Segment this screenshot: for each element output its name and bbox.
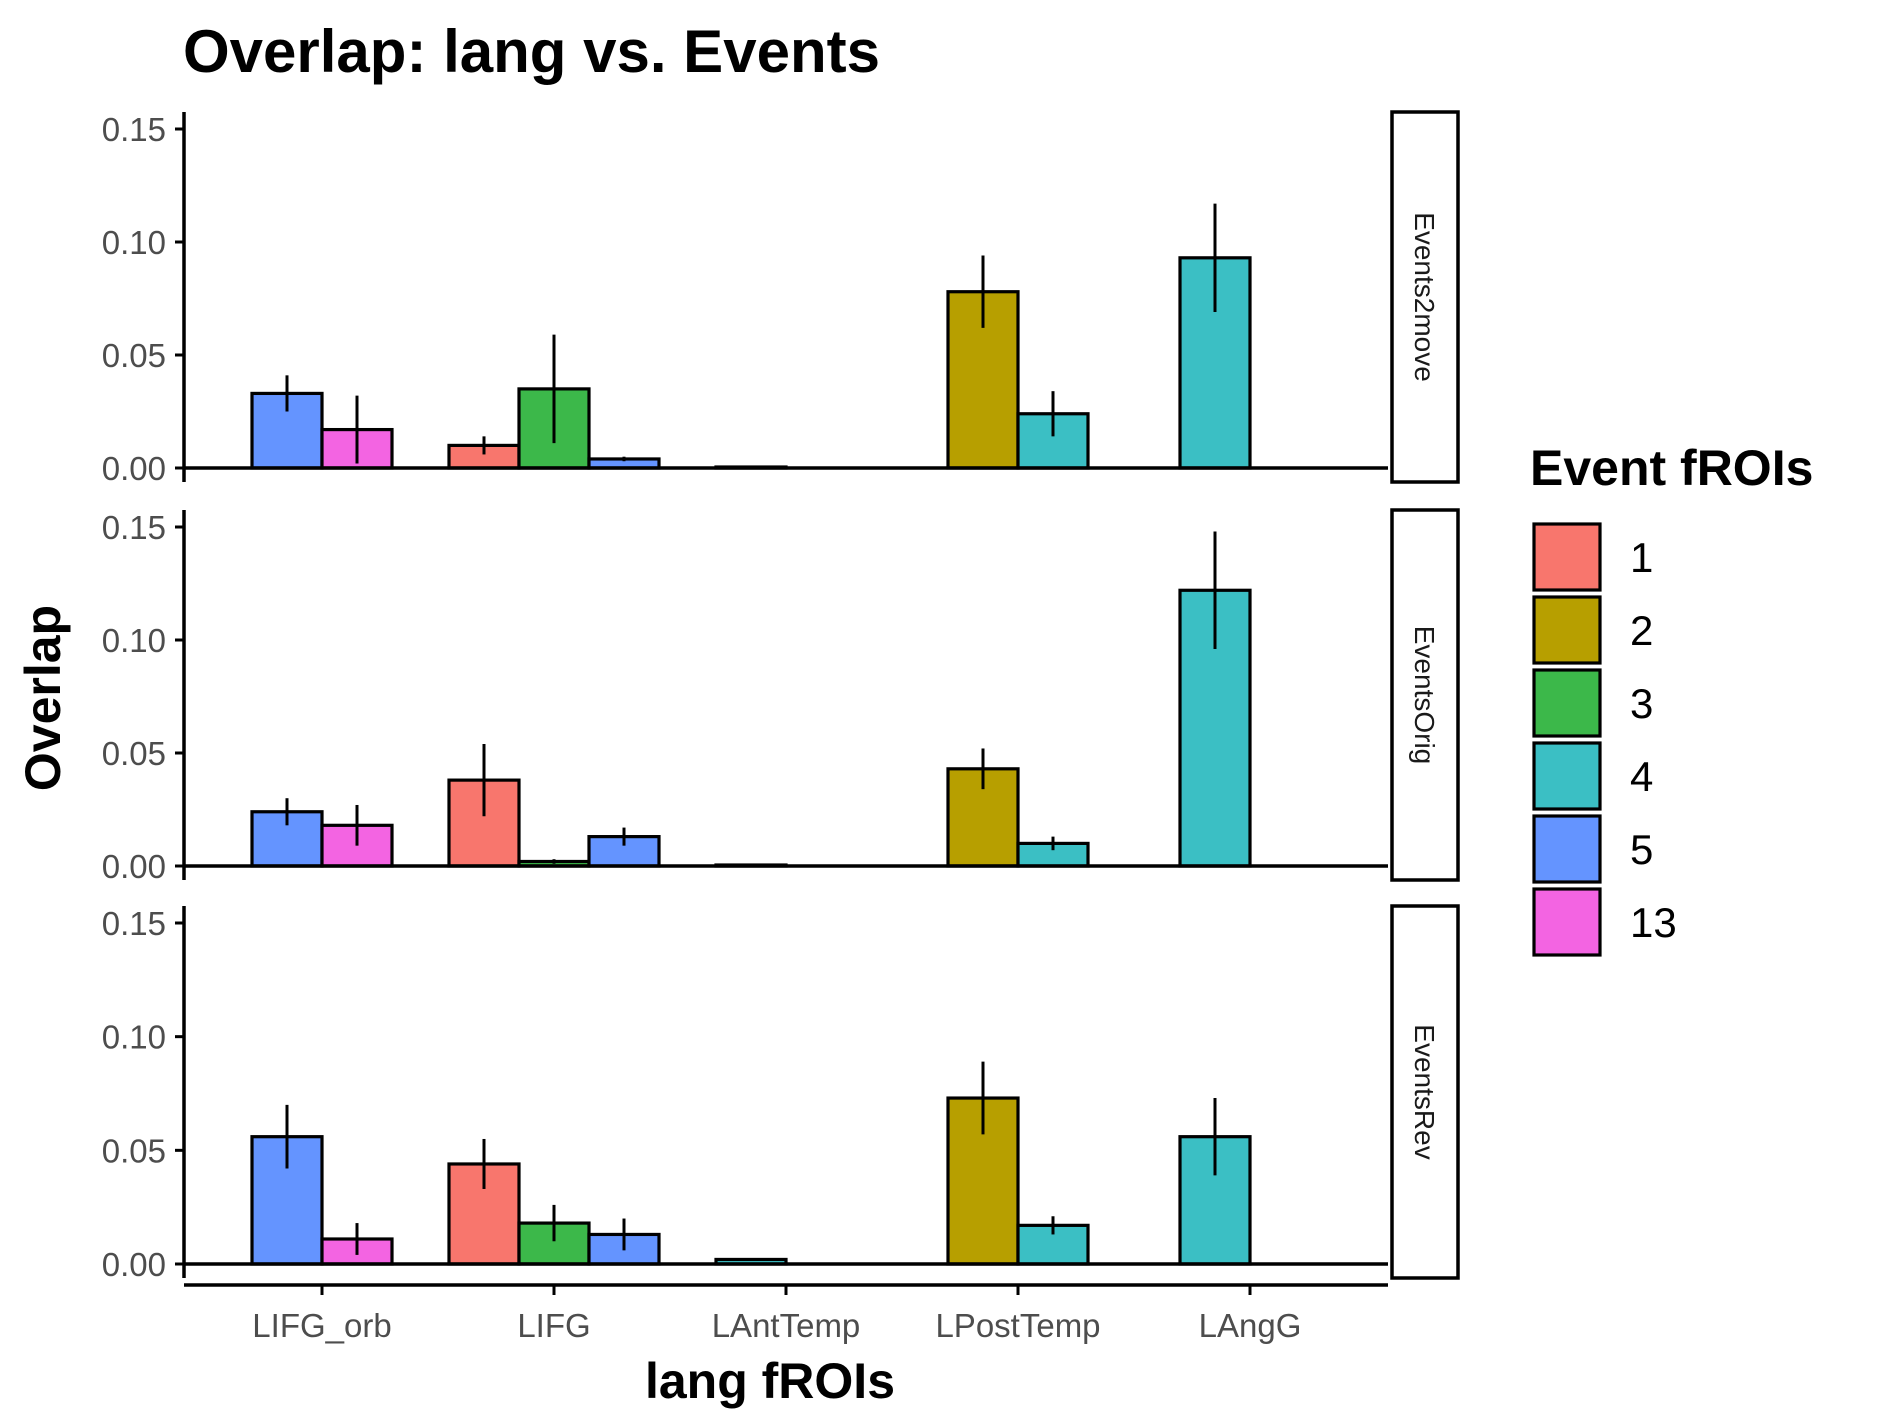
y-tick-label: 0.05: [102, 1132, 166, 1169]
x-tick-label: LIFG: [517, 1307, 590, 1344]
legend-label: 4: [1630, 753, 1653, 800]
y-tick-label: 0.00: [102, 1246, 166, 1283]
y-tick-label: 0.15: [102, 111, 166, 148]
y-tick-label: 0.10: [102, 622, 166, 659]
facet-label: EventsOrig: [1409, 626, 1440, 765]
legend-item-1: 1: [1532, 522, 1653, 592]
y-axis-title: Overlap: [15, 605, 71, 791]
legend-item-5: 5: [1532, 814, 1653, 884]
x-tick-label: LAngG: [1199, 1307, 1302, 1344]
x-axis-title: lang fROIs: [645, 1353, 895, 1409]
legend-item-4: 4: [1532, 741, 1653, 811]
x-tick-label: LPostTemp: [935, 1307, 1100, 1344]
facet-EventsOrig: 0.00 0.05 0.10 0.15 EventsOrig: [102, 508, 1460, 885]
legend-swatch: [1532, 814, 1602, 884]
facet-strip: [1390, 110, 1460, 484]
facet-panels: 0.000.050.100.15Events2move0.000.050.100…: [102, 110, 1460, 1283]
y-tick-label: 0.05: [102, 337, 166, 374]
legend-swatch: [1532, 887, 1602, 957]
legend-item-2: 2: [1532, 595, 1653, 665]
facet-Events2move: 0.00 0.05 0.10 0.15 Events2move: [102, 110, 1460, 487]
facet-label: EventsRev: [1409, 1024, 1440, 1159]
y-tick-label: 0.15: [102, 905, 166, 942]
legend-swatch: [1532, 522, 1602, 592]
legend-swatch: [1532, 595, 1602, 665]
facet-EventsRev: 0.00 0.05 0.10 0.15 EventsRev: [102, 904, 1460, 1283]
legend-label: 13: [1630, 899, 1677, 946]
x-axis-ticks: LIFG_orb LIFG LAntTemp LPostTemp LAngG: [184, 1283, 1388, 1344]
legend-swatch: [1532, 668, 1602, 738]
y-tick-label: 0.15: [102, 509, 166, 546]
legend-item-13: 13: [1532, 887, 1677, 957]
legend-label: 2: [1630, 607, 1653, 654]
y-tick-label: 0.10: [102, 1019, 166, 1056]
legend-item-3: 3: [1532, 668, 1653, 738]
legend-title: Event fROIs: [1530, 440, 1813, 496]
legend-label: 3: [1630, 680, 1653, 727]
y-tick-label: 0.05: [102, 735, 166, 772]
facet-strip: [1390, 508, 1460, 882]
bar-EventsOrig-LAngG-4: [1178, 588, 1252, 868]
y-tick-label: 0.00: [102, 450, 166, 487]
facet-label: Events2move: [1409, 212, 1440, 382]
chart-title: Overlap: lang vs. Events: [183, 18, 880, 85]
x-tick-label: LAntTemp: [712, 1307, 861, 1344]
facet-strip: [1390, 904, 1460, 1280]
legend-label: 5: [1630, 826, 1653, 873]
y-tick-label: 0.00: [102, 848, 166, 885]
legend-swatch: [1532, 741, 1602, 811]
y-tick-label: 0.10: [102, 224, 166, 261]
legend: 1 2 3 4 5 13: [1532, 522, 1677, 957]
legend-label: 1: [1630, 534, 1653, 581]
x-tick-label: LIFG_orb: [252, 1307, 391, 1344]
